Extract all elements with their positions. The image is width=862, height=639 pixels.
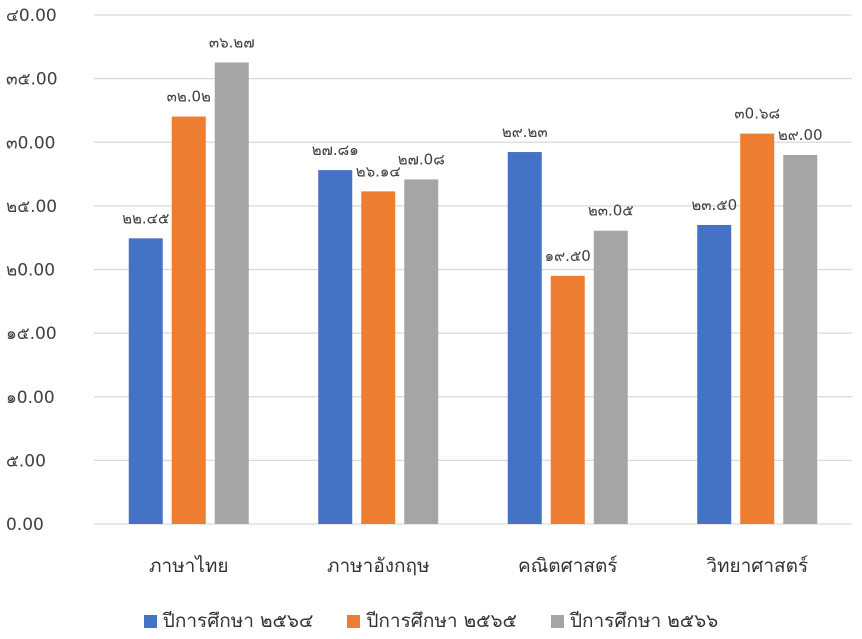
- legend-swatch-2566: [550, 614, 564, 628]
- legend-item-2565: ปีการศึกษา ๒๕๖๕: [347, 606, 517, 636]
- bar: [171, 116, 206, 524]
- legend-swatch-2565: [347, 614, 361, 628]
- data-label: ๓๒.0๒: [167, 88, 211, 106]
- y-tick-label: ๒0.00: [6, 261, 55, 281]
- data-label: ๒๒.๔๕: [122, 209, 169, 227]
- bar: [593, 230, 628, 524]
- bar: [361, 191, 396, 524]
- data-label: ๑๙.๕0: [545, 247, 591, 265]
- data-label: ๒๙.๒๓: [502, 123, 548, 141]
- data-label: ๒๓.0๕: [588, 202, 634, 220]
- legend-label-2566: ปีการศึกษา ๒๕๖๖: [569, 610, 719, 632]
- legend-item-2564: ปีการศึกษา ๒๕๖๔: [143, 606, 314, 636]
- x-tick-label: คณิตศาสตร์: [518, 555, 618, 577]
- y-tick-label: ๒๕.00: [6, 197, 57, 217]
- bar: [214, 62, 249, 525]
- bar: [318, 170, 353, 525]
- bar: [783, 154, 818, 524]
- data-label: ๒๓.๕0: [691, 196, 737, 214]
- y-tick-label: ๓๕.00: [6, 70, 58, 90]
- data-label: ๒๗.0๘: [398, 150, 445, 168]
- bar: [697, 224, 732, 524]
- bar-chart: 0.00 ๕.00 ๑0.00 ๑๕.00 ๒0.00 ๒๕.00 ๓0.00 ๓๕.00 ๔0…: [6, 6, 852, 577]
- data-label: ๒๗.๘๑: [312, 141, 359, 159]
- y-tick-label: 0.00: [6, 515, 44, 535]
- bars: [128, 62, 818, 525]
- y-tick-label: ๕.00: [6, 451, 46, 471]
- bar: [740, 133, 775, 525]
- x-tick-label: ภาษาอังกฤษ: [327, 555, 430, 577]
- y-tick-label: ๑0.00: [6, 388, 55, 408]
- data-label: ๒๙.00: [778, 126, 823, 144]
- bar: [507, 152, 542, 524]
- x-tick-label: ภาษาไทย: [149, 555, 229, 577]
- legend-label-2565: ปีการศึกษา ๒๕๖๕: [366, 610, 517, 632]
- data-label: ๒๖.๑๔: [356, 162, 401, 180]
- legend-label-2564: ปีการศึกษา ๒๕๖๔: [162, 610, 314, 632]
- y-tick-label: ๑๕.00: [6, 324, 57, 344]
- y-tick-label: ๔0.00: [6, 6, 57, 26]
- x-tick-label: วิทยาศาสตร์: [706, 555, 808, 577]
- data-label: ๓0.๖๘: [734, 105, 780, 123]
- bar: [404, 179, 439, 525]
- legend: ปีการศึกษา ๒๕๖๔ ปีการศึกษา ๒๕๖๕ ปีการศึก…: [0, 606, 862, 636]
- bar: [128, 238, 163, 525]
- y-axis-ticks: 0.00 ๕.00 ๑0.00 ๑๕.00 ๒0.00 ๒๕.00 ๓0.00 ๓๕.00 ๔0…: [6, 6, 58, 535]
- data-label: ๓๖.๒๗: [209, 33, 255, 51]
- legend-swatch-2564: [143, 614, 157, 628]
- bar: [550, 275, 585, 524]
- y-tick-label: ๓0.00: [6, 133, 55, 153]
- x-axis-ticks: ภาษาไทย ภาษาอังกฤษ คณิตศาสตร์ วิทยาศาสตร์: [149, 555, 808, 577]
- legend-item-2566: ปีการศึกษา ๒๕๖๖: [550, 606, 719, 636]
